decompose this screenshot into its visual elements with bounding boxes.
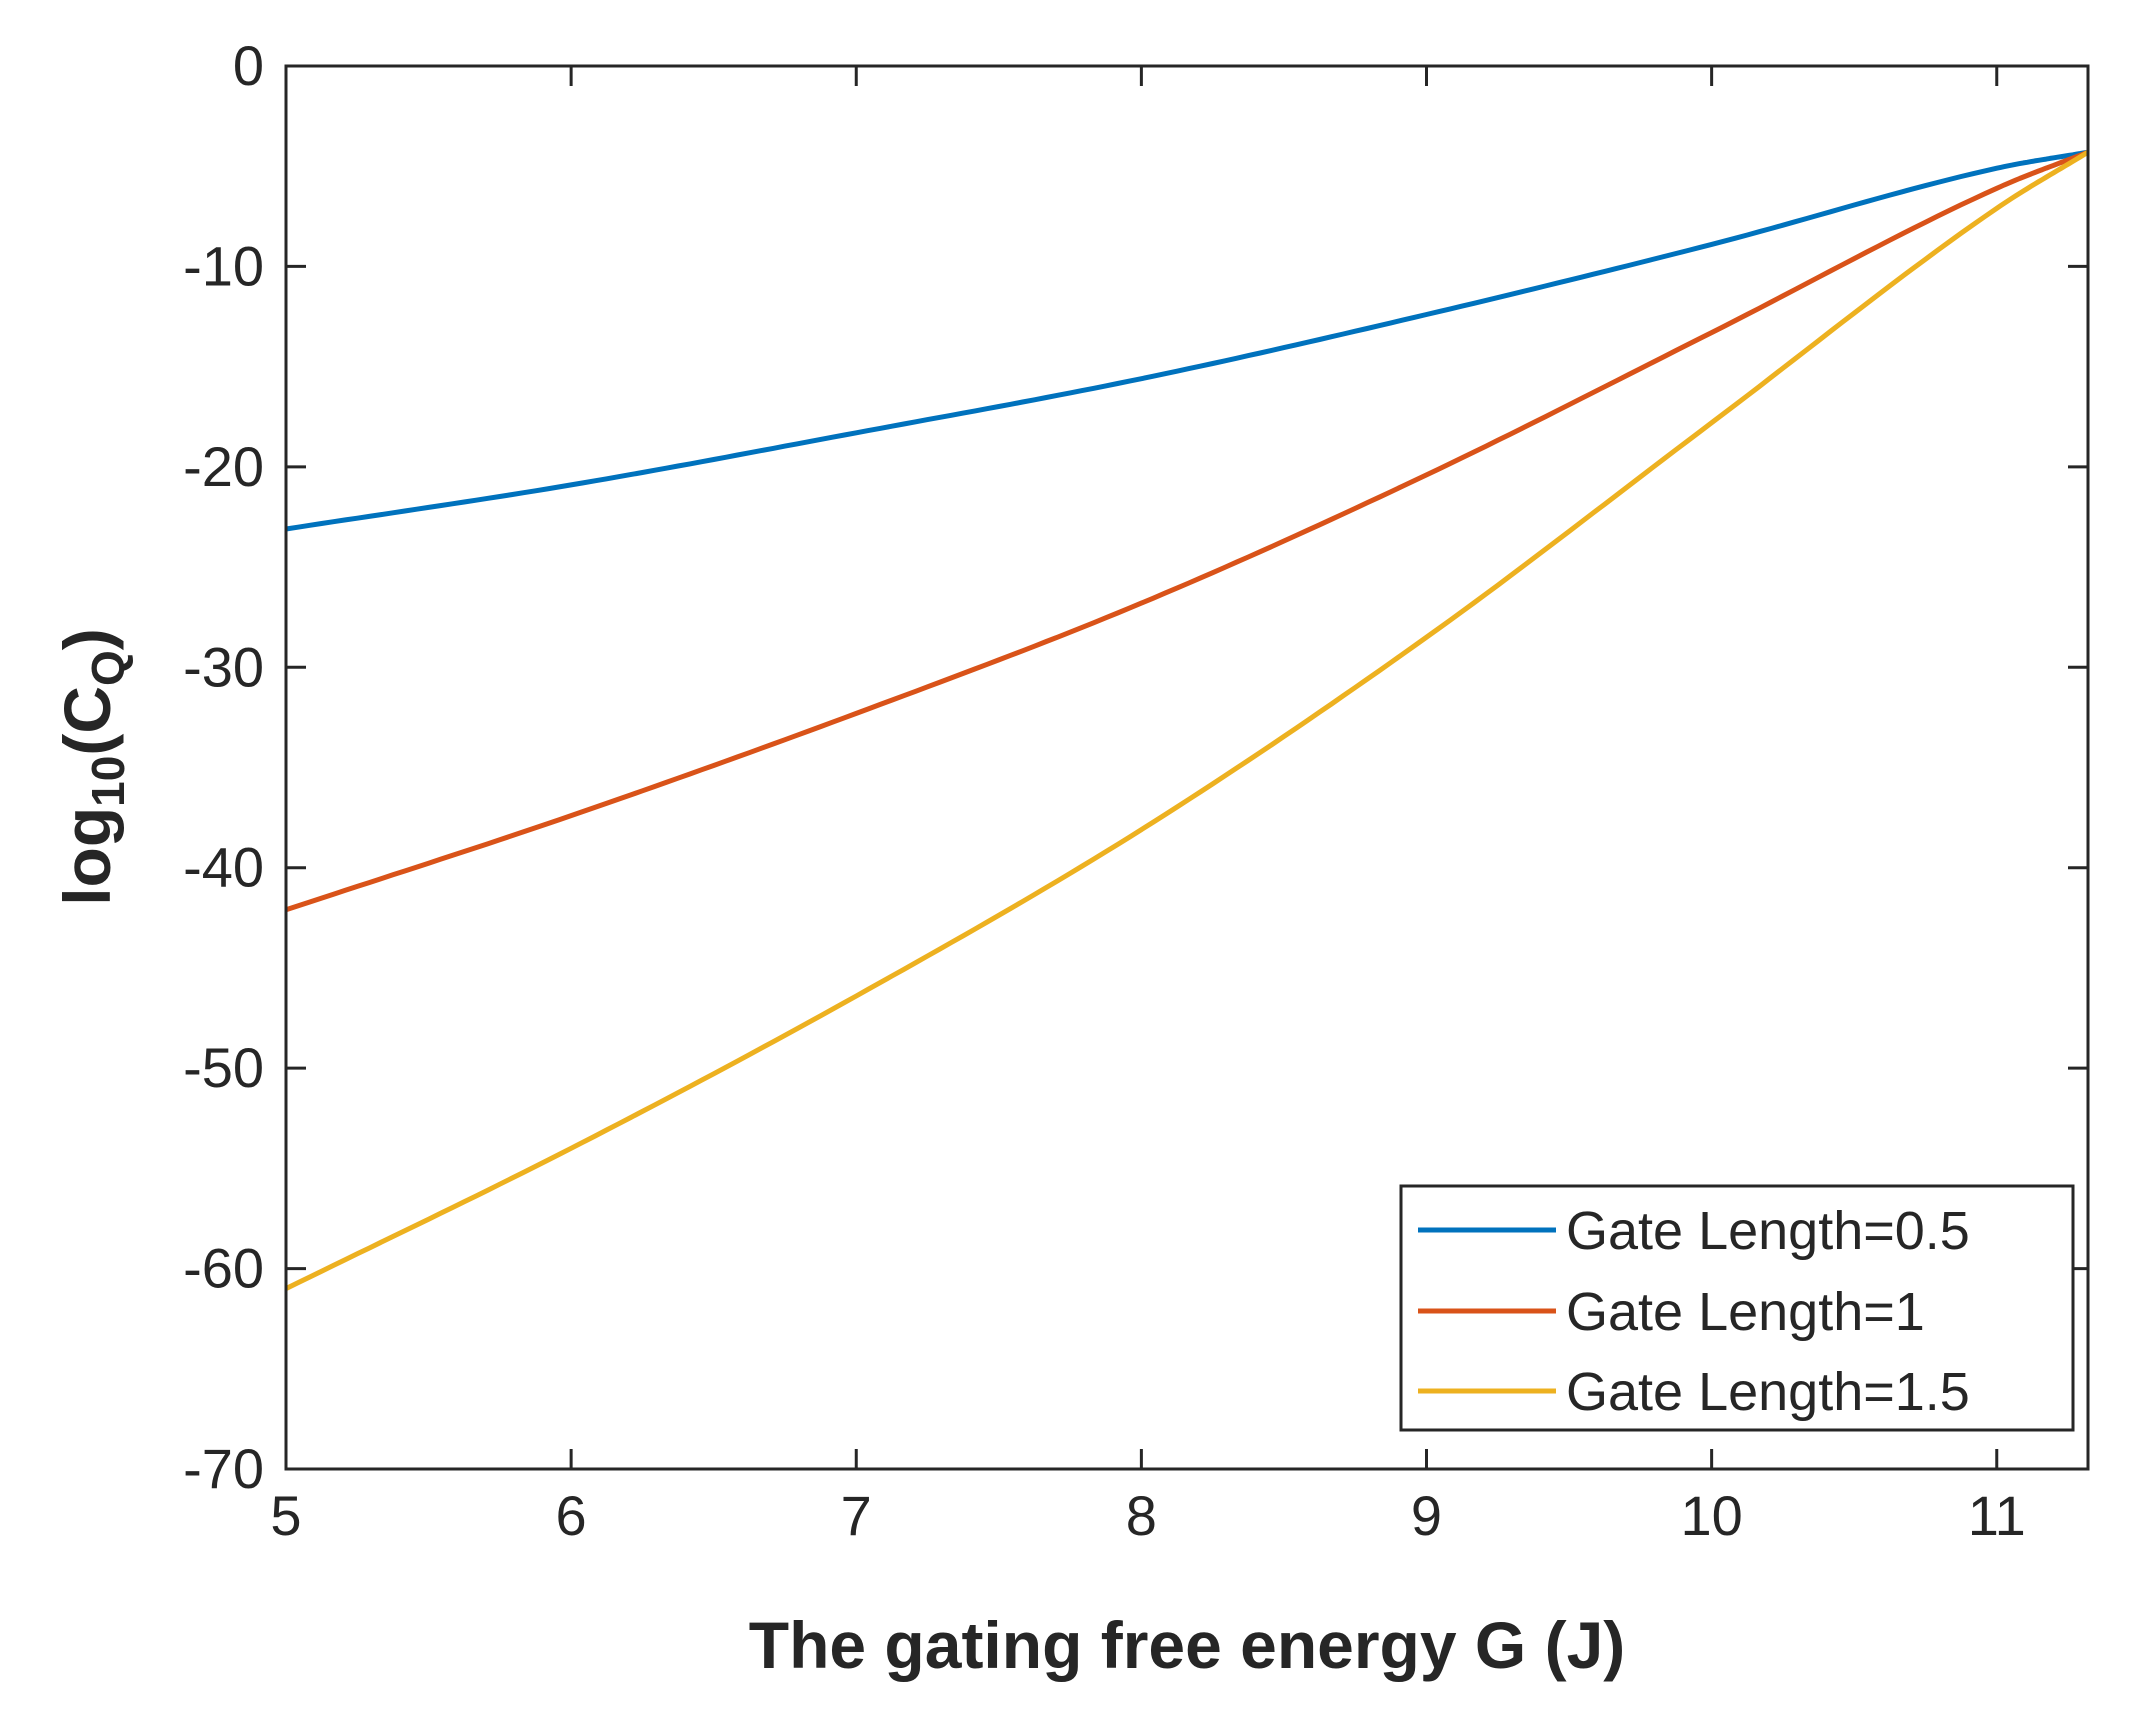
legend-label-gate-length-0-5: Gate Length=0.5 — [1566, 1201, 1970, 1261]
x-tick-label: 11 — [1968, 1484, 2026, 1547]
y-tick-label: -20 — [183, 435, 264, 498]
series-layer — [284, 149, 2090, 1291]
x-tick-label: 5 — [270, 1484, 301, 1547]
y-tick-label: -70 — [183, 1437, 264, 1500]
x-tick-label: 6 — [556, 1484, 587, 1547]
plot-frame — [284, 64, 2090, 1471]
series-line-3 — [284, 150, 2090, 1291]
y-tick-label: -40 — [183, 836, 264, 899]
y-tick-label: 0 — [233, 34, 264, 97]
x-tick-label: 9 — [1411, 1484, 1442, 1547]
legend-label-gate-length-1: Gate Length=1 — [1566, 1282, 1925, 1342]
x-tick-label: 7 — [841, 1484, 872, 1547]
y-tick-label: -10 — [183, 234, 264, 297]
legend: Gate Length=0.5 Gate Length=1 Gate Lengt… — [1399, 1184, 2075, 1432]
y-axis-title: log10(CQ) — [50, 628, 134, 906]
series-line-1 — [285, 149, 2089, 532]
y-tick-label: -50 — [183, 1036, 264, 1099]
x-tick-label: 8 — [1126, 1484, 1157, 1547]
y-tick-label: -60 — [183, 1237, 264, 1300]
legend-label-gate-length-1-5: Gate Length=1.5 — [1566, 1362, 1970, 1422]
series-line-2 — [285, 149, 2089, 913]
x-axis-title: The gating free energy G (J) — [749, 1608, 1626, 1682]
ticks-layer: 5 6 7 8 9 10 11 0 -10 -20 -30 -40 -50 -60 -70 — [183, 34, 2088, 1547]
x-tick-label: 10 — [1680, 1484, 1742, 1547]
y-tick-label: -30 — [183, 635, 264, 698]
